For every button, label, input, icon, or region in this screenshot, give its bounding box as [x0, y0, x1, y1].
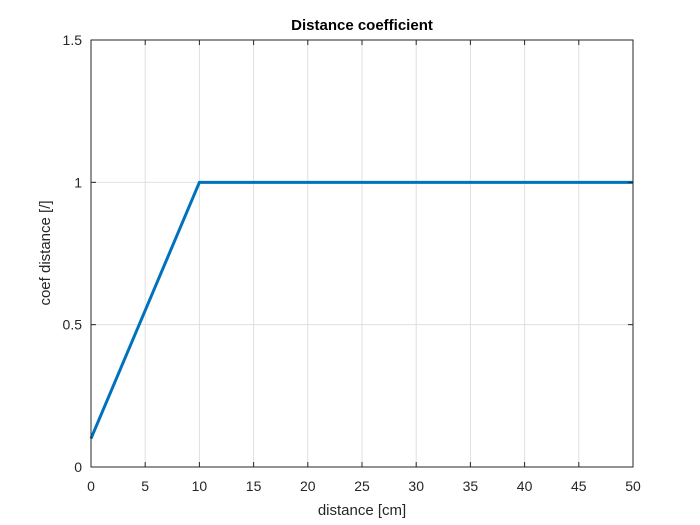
y-tick-labels: 0 0.5 1 1.5 — [63, 32, 83, 475]
x-tick-label: 35 — [463, 478, 479, 494]
x-axis-label: distance [cm] — [318, 502, 406, 519]
x-tick-label: 10 — [192, 478, 208, 494]
data-series — [89, 180, 633, 440]
x-tick-label: 40 — [517, 478, 533, 494]
y-tick-label: 1 — [74, 174, 82, 190]
x-tick-label: 30 — [408, 478, 424, 494]
chart-title: Distance coefficient — [291, 17, 433, 34]
x-tick-label: 0 — [87, 478, 95, 494]
x-tick-label: 25 — [354, 478, 370, 494]
series-line — [89, 180, 633, 440]
x-tick-label: 50 — [625, 478, 641, 494]
x-tick-label: 20 — [300, 478, 316, 494]
x-tick-label: 15 — [246, 478, 262, 494]
y-tick-label: 0 — [74, 459, 82, 475]
y-axis-label: coef distance [/] — [37, 200, 54, 305]
x-tick-label: 5 — [141, 478, 149, 494]
axis-ticks — [90, 39, 634, 468]
y-tick-label: 0.5 — [63, 317, 83, 333]
x-tick-labels: 0 5 10 15 20 25 30 35 40 45 50 — [87, 478, 641, 494]
x-tick-label: 45 — [571, 478, 587, 494]
y-tick-label: 1.5 — [63, 32, 83, 48]
